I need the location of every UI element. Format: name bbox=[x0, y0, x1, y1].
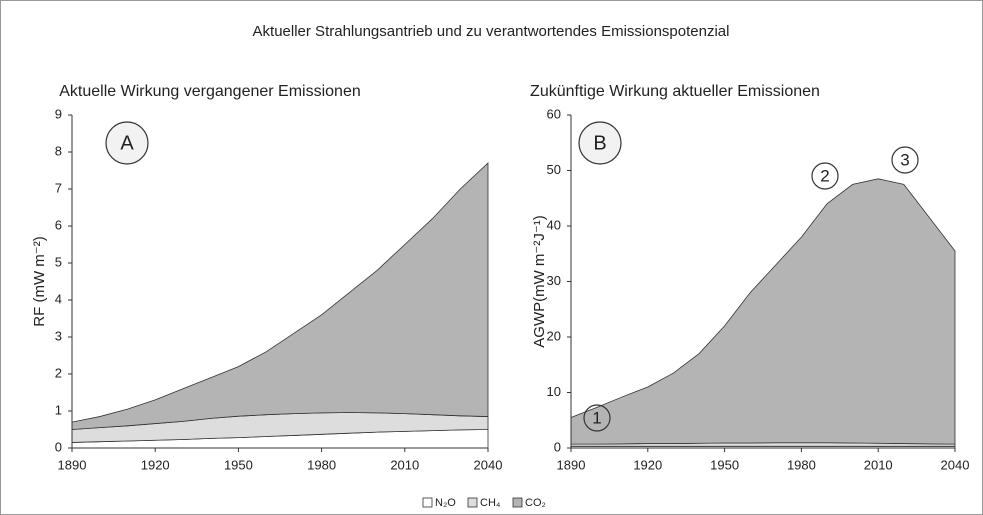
x-tick-label: 1950 bbox=[224, 457, 253, 472]
x-tick-label: 2010 bbox=[390, 457, 419, 472]
x-tick-label: 2040 bbox=[941, 457, 970, 472]
annotation: 1 bbox=[592, 408, 601, 427]
x-tick-label: 1980 bbox=[787, 457, 816, 472]
y-tick-label: 8 bbox=[55, 143, 62, 158]
y-tick-label: 0 bbox=[554, 439, 561, 454]
y-axis-label: RF (mW m⁻²) bbox=[31, 236, 48, 326]
figure-title: Aktueller Strahlungsantrieb und zu veran… bbox=[253, 23, 730, 40]
annotation-circle bbox=[891, 146, 919, 174]
y-tick-label: 2 bbox=[55, 365, 62, 380]
x-tick-label: 1920 bbox=[633, 457, 662, 472]
annotation-circle bbox=[583, 404, 611, 432]
y-tick-label: 4 bbox=[55, 291, 62, 306]
annotation: B bbox=[593, 132, 606, 154]
y-tick-label: 30 bbox=[547, 273, 561, 288]
y-tick-label: 50 bbox=[547, 162, 561, 177]
annotation: 2 bbox=[820, 166, 829, 185]
annotation: 3 bbox=[900, 150, 909, 169]
annotation-circle bbox=[105, 121, 149, 165]
x-tick-label: 1890 bbox=[58, 457, 87, 472]
x-tick-label: 1890 bbox=[557, 457, 586, 472]
y-tick-label: 9 bbox=[55, 106, 62, 121]
y-tick-label: 10 bbox=[547, 384, 561, 399]
annotation-circle bbox=[578, 121, 622, 165]
y-tick-label: 3 bbox=[55, 328, 62, 343]
legend-label: CO₂ bbox=[525, 497, 546, 509]
subtitle: Zukünftige Wirkung aktueller Emissionen bbox=[530, 83, 820, 100]
x-tick-label: 1920 bbox=[141, 457, 170, 472]
subtitle: Aktuelle Wirkung vergangener Emissionen bbox=[59, 83, 360, 100]
y-tick-label: 20 bbox=[547, 328, 561, 343]
legend-label: N₂O bbox=[435, 497, 456, 509]
y-tick-label: 6 bbox=[55, 217, 62, 232]
x-tick-label: 2040 bbox=[474, 457, 503, 472]
annotation: A bbox=[120, 132, 134, 154]
annotation-circle bbox=[811, 162, 839, 190]
y-tick-label: 1 bbox=[55, 402, 62, 417]
legend-swatch bbox=[467, 497, 478, 508]
x-tick-label: 2010 bbox=[864, 457, 893, 472]
x-tick-label: 1950 bbox=[710, 457, 739, 472]
y-tick-label: 7 bbox=[55, 180, 62, 195]
y-tick-label: 40 bbox=[547, 217, 561, 232]
y-tick-label: 5 bbox=[55, 254, 62, 269]
y-tick-label: 0 bbox=[55, 439, 62, 454]
legend-swatch bbox=[422, 497, 433, 508]
legend-label: CH₄ bbox=[480, 497, 501, 509]
area bbox=[71, 162, 489, 430]
area bbox=[570, 178, 956, 445]
legend-swatch bbox=[512, 497, 523, 508]
x-tick-label: 1980 bbox=[307, 457, 336, 472]
y-tick-label: 60 bbox=[547, 106, 561, 121]
y-axis-label: AGWP(mW m⁻²J⁻¹) bbox=[531, 215, 548, 347]
